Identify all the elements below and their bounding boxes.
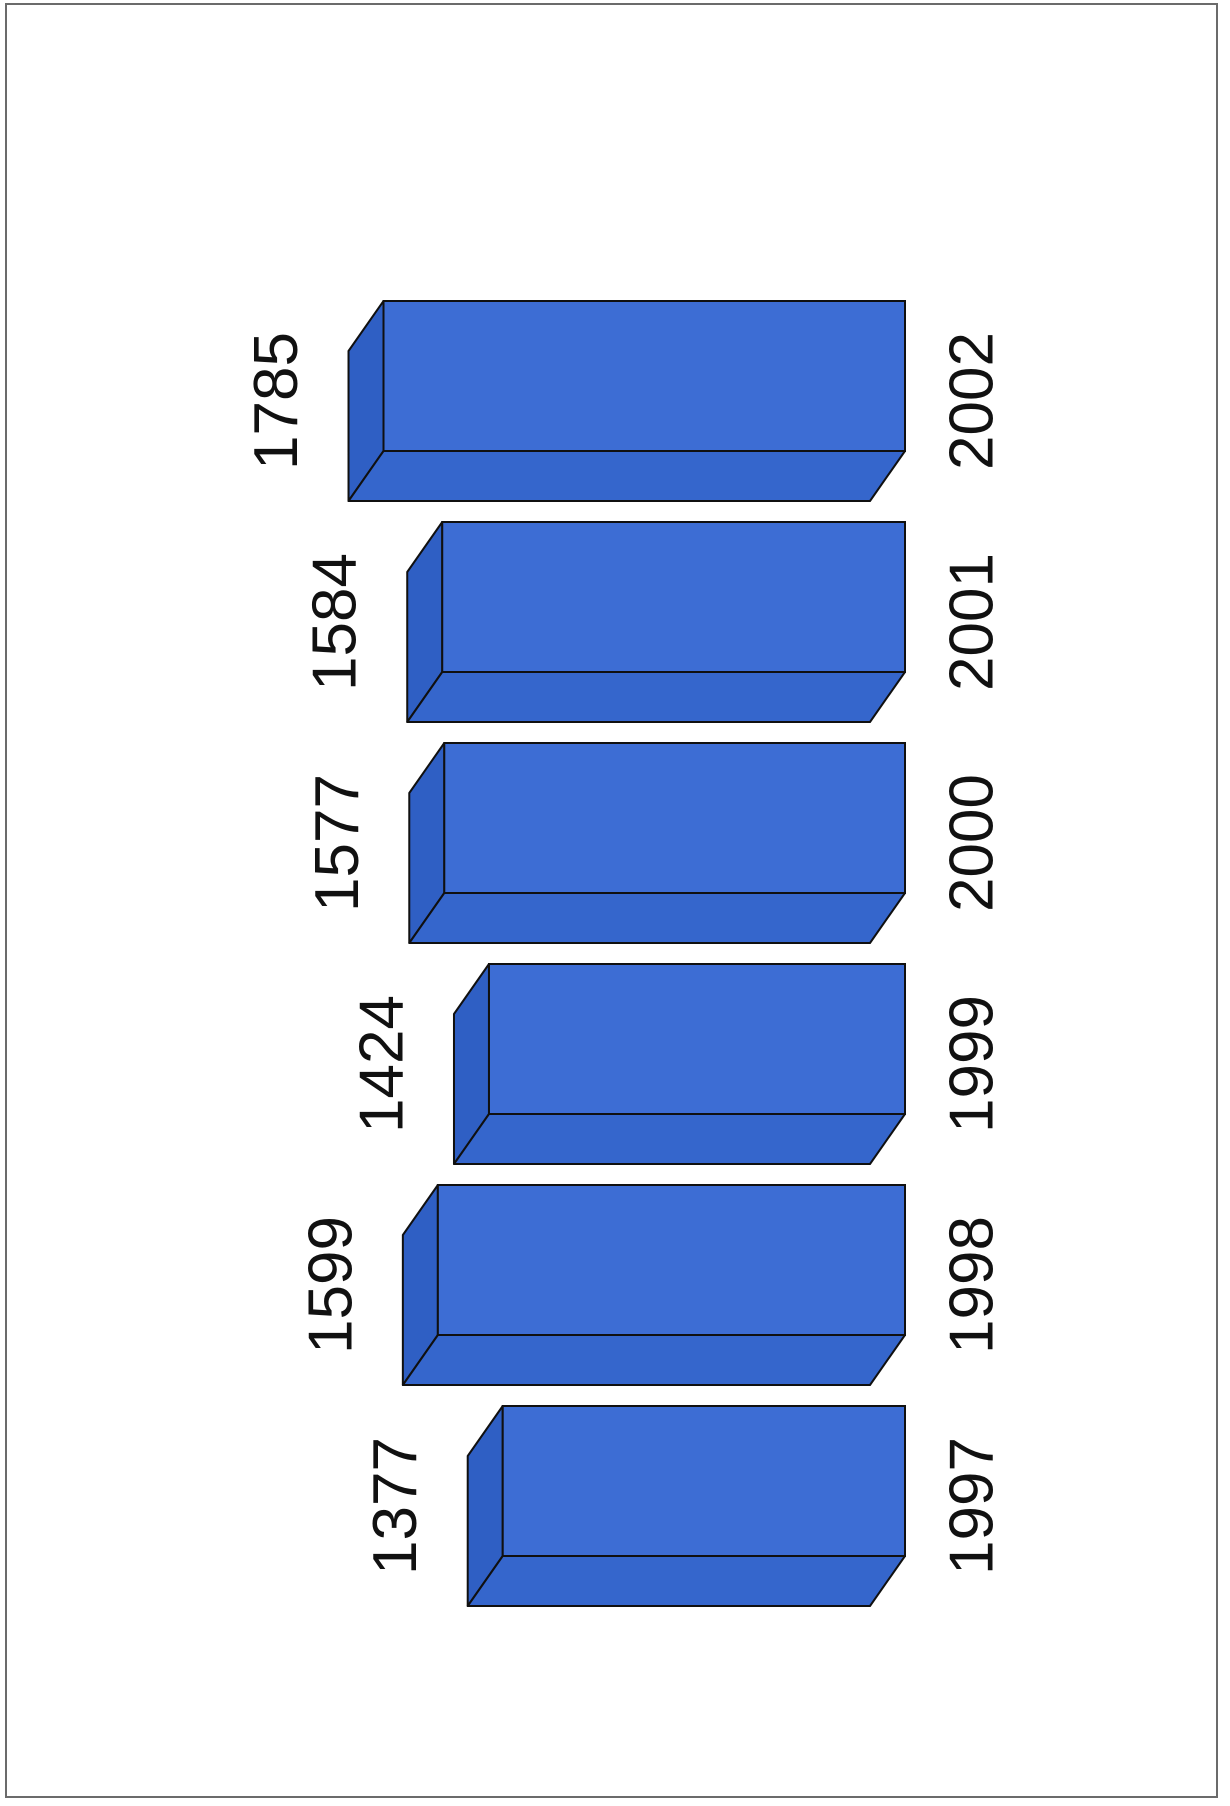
bar-depth-face xyxy=(452,1113,906,1165)
category-label: 2001 xyxy=(938,553,1007,691)
bar-1998 xyxy=(401,1184,906,1386)
bar-front-face xyxy=(487,963,906,1115)
bar-front-face xyxy=(501,1405,906,1557)
value-label: 1584 xyxy=(301,553,370,691)
category-label: 1999 xyxy=(938,995,1007,1133)
bar-2001 xyxy=(406,521,906,723)
bar-front-face xyxy=(436,1184,906,1336)
bar-depth-face xyxy=(406,671,906,723)
value-label: 1377 xyxy=(361,1437,430,1575)
value-label: 1424 xyxy=(347,995,416,1133)
bar-2000 xyxy=(408,742,906,944)
bars-layer xyxy=(347,300,906,1607)
bar-depth-face xyxy=(347,450,906,502)
bar-2002 xyxy=(347,300,906,502)
value-label: 1785 xyxy=(242,332,311,470)
bar-front-face xyxy=(443,742,906,894)
bar-depth-face xyxy=(401,1334,906,1386)
bar-depth-face xyxy=(466,1555,906,1607)
bar-depth-face xyxy=(408,892,906,944)
bar-front-face xyxy=(382,300,906,452)
value-label: 1599 xyxy=(296,1216,365,1354)
category-label: 2000 xyxy=(938,774,1007,912)
category-label: 1998 xyxy=(938,1216,1007,1354)
bar-1997 xyxy=(466,1405,906,1607)
bar-front-face xyxy=(441,521,906,673)
chart-frame xyxy=(5,3,1218,1798)
category-label: 1997 xyxy=(938,1437,1007,1575)
labels-layer: 1377 1997 1599 1998 1424 1999 1577 2000 1584 2001… xyxy=(242,332,1006,1575)
value-label: 1577 xyxy=(303,774,372,912)
bar-1999 xyxy=(452,963,906,1165)
category-label: 2002 xyxy=(938,332,1007,470)
